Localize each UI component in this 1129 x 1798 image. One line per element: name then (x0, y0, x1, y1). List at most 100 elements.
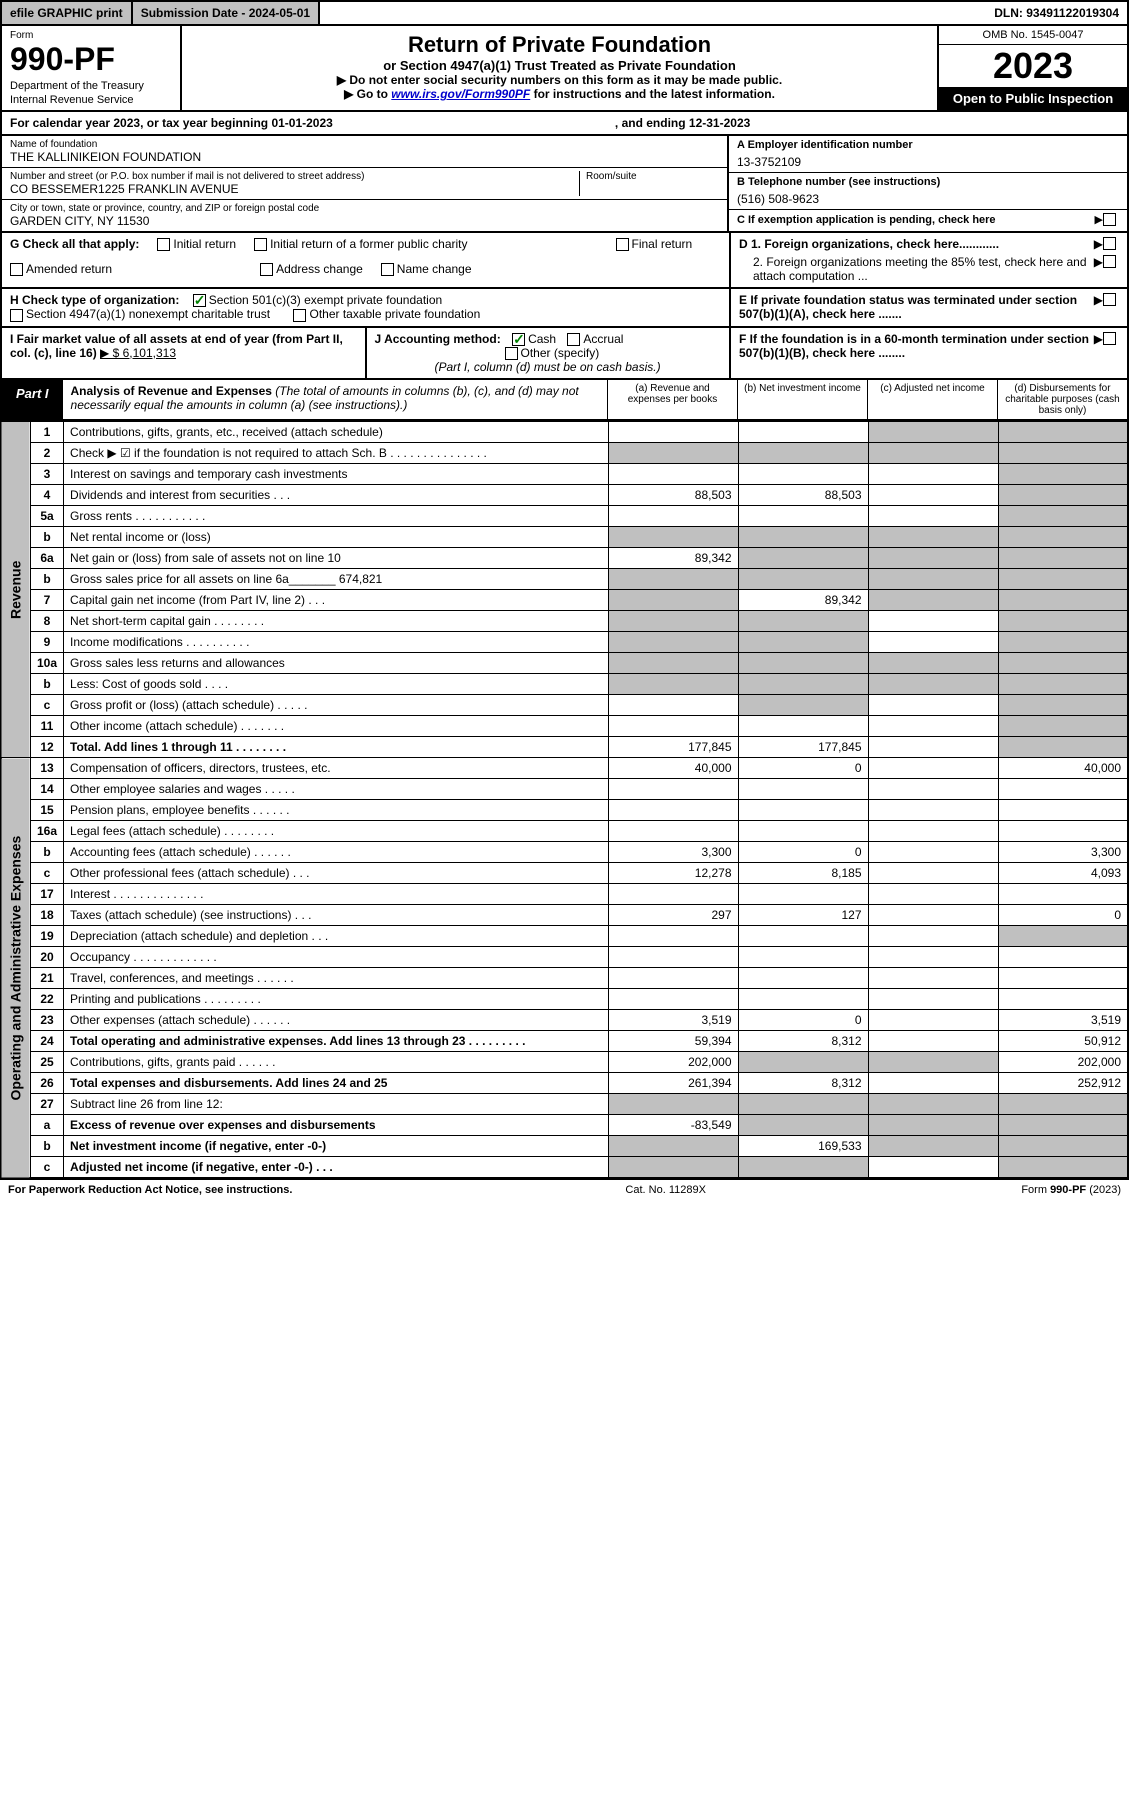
cell-b (738, 947, 868, 968)
cell-b (738, 527, 868, 548)
line-description: Total operating and administrative expen… (64, 1031, 608, 1052)
footer-right: Form 990-PF (2023) (817, 1184, 1121, 1196)
line-number: 7 (31, 590, 64, 611)
col-c-header: (c) Adjusted net income (867, 380, 997, 419)
cell-c (868, 548, 998, 569)
i-label: I Fair market value of all assets at end… (10, 332, 343, 360)
line-number: 24 (31, 1031, 64, 1052)
section-g-d: G Check all that apply: Initial return I… (0, 233, 1129, 289)
cell-c (868, 674, 998, 695)
line-number: 6a (31, 548, 64, 569)
g-name-checkbox[interactable] (381, 263, 394, 276)
cell-dd (998, 968, 1128, 989)
d1-checkbox[interactable] (1103, 237, 1116, 250)
line-description: Occupancy . . . . . . . . . . . . . (64, 947, 608, 968)
table-row: 11Other income (attach schedule) . . . .… (1, 716, 1128, 737)
d2-checkbox[interactable] (1103, 255, 1116, 268)
ein-label: A Employer identification number (737, 139, 1119, 151)
cell-a (608, 569, 738, 590)
part-1-header: Part I Analysis of Revenue and Expenses … (0, 380, 1129, 421)
h-other-checkbox[interactable] (293, 309, 306, 322)
cell-b (738, 1094, 868, 1115)
cell-c (868, 527, 998, 548)
g-amended-checkbox[interactable] (10, 263, 23, 276)
line-description: Depreciation (attach schedule) and deple… (64, 926, 608, 947)
cell-b (738, 569, 868, 590)
cell-a (608, 800, 738, 821)
line-description: Dividends and interest from securities .… (64, 485, 608, 506)
line-description: Net rental income or (loss) (64, 527, 608, 548)
address: CO BESSEMER1225 FRANKLIN AVENUE (10, 182, 579, 196)
cell-b: 8,312 (738, 1031, 868, 1052)
h-501c3-checkbox[interactable] (193, 294, 206, 307)
side-label-expenses: Operating and Administrative Expenses (1, 758, 31, 1179)
cell-c (868, 779, 998, 800)
form-label: Form (10, 30, 172, 41)
cell-a (608, 422, 738, 443)
cell-dd (998, 926, 1128, 947)
cell-dd (998, 632, 1128, 653)
cell-dd (998, 989, 1128, 1010)
line-description: Accounting fees (attach schedule) . . . … (64, 842, 608, 863)
cell-a (608, 464, 738, 485)
cell-a (608, 506, 738, 527)
cell-dd (998, 548, 1128, 569)
e-checkbox[interactable] (1103, 293, 1116, 306)
table-row: cAdjusted net income (if negative, enter… (1, 1157, 1128, 1179)
cell-dd (998, 779, 1128, 800)
g-initial-former-checkbox[interactable] (254, 238, 267, 251)
efile-label: efile GRAPHIC print (2, 2, 133, 24)
cell-b (738, 422, 868, 443)
j-cash-checkbox[interactable] (512, 333, 525, 346)
line-number: 20 (31, 947, 64, 968)
g-initial-checkbox[interactable] (157, 238, 170, 251)
table-row: 3Interest on savings and temporary cash … (1, 464, 1128, 485)
cell-c (868, 947, 998, 968)
g-final-checkbox[interactable] (616, 238, 629, 251)
line-number: 23 (31, 1010, 64, 1031)
irs-link[interactable]: www.irs.gov/Form990PF (391, 87, 530, 101)
cell-dd (998, 1115, 1128, 1136)
cell-a (608, 716, 738, 737)
line-number: b (31, 527, 64, 548)
analysis-table: Revenue1Contributions, gifts, grants, et… (0, 421, 1129, 1179)
cal-year-begin: For calendar year 2023, or tax year begi… (10, 116, 615, 130)
cell-dd (998, 464, 1128, 485)
cell-b: 177,845 (738, 737, 868, 758)
f-checkbox[interactable] (1103, 332, 1116, 345)
table-row: 8Net short-term capital gain . . . . . .… (1, 611, 1128, 632)
cell-c (868, 758, 998, 779)
cell-dd: 3,519 (998, 1010, 1128, 1031)
cell-b: 0 (738, 758, 868, 779)
cell-c (868, 1136, 998, 1157)
table-row: bNet investment income (if negative, ent… (1, 1136, 1128, 1157)
cell-c (868, 1094, 998, 1115)
table-row: cOther professional fees (attach schedul… (1, 863, 1128, 884)
cell-c (868, 926, 998, 947)
h-4947-checkbox[interactable] (10, 309, 23, 322)
cell-a: 297 (608, 905, 738, 926)
line-description: Gross sales price for all assets on line… (64, 569, 608, 590)
cell-dd (998, 821, 1128, 842)
c-checkbox[interactable] (1103, 213, 1116, 226)
cell-a: 59,394 (608, 1031, 738, 1052)
cell-a: 3,519 (608, 1010, 738, 1031)
tel: (516) 508-9623 (737, 192, 1119, 206)
cell-c (868, 905, 998, 926)
j-other-checkbox[interactable] (505, 347, 518, 360)
cell-dd (998, 737, 1128, 758)
line-description: Total. Add lines 1 through 11 . . . . . … (64, 737, 608, 758)
cell-a (608, 884, 738, 905)
cell-a (608, 611, 738, 632)
cell-b: 0 (738, 1010, 868, 1031)
g-address-checkbox[interactable] (260, 263, 273, 276)
line-number: 25 (31, 1052, 64, 1073)
dln: DLN: 93491122019304 (986, 2, 1127, 24)
cell-a (608, 443, 738, 464)
line-number: 13 (31, 758, 64, 779)
line-description: Contributions, gifts, grants, etc., rece… (64, 422, 608, 443)
j-accrual-checkbox[interactable] (567, 333, 580, 346)
cell-dd (998, 1157, 1128, 1179)
line-description: Other income (attach schedule) . . . . .… (64, 716, 608, 737)
line-number: 16a (31, 821, 64, 842)
